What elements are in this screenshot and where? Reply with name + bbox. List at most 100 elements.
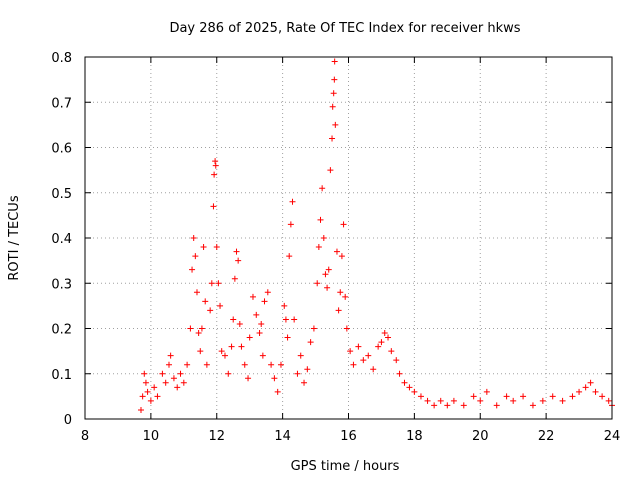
x-tick-label: 10 (143, 429, 160, 444)
chart-title: Day 286 of 2025, Rate Of TEC Index for r… (169, 21, 520, 36)
data-point (264, 289, 271, 296)
data-point (342, 293, 349, 300)
data-point (192, 253, 199, 260)
x-axis-label: GPS time / hours (291, 459, 400, 474)
data-point (144, 388, 151, 395)
data-point (162, 379, 169, 386)
data-point (460, 402, 467, 409)
data-point (225, 370, 232, 377)
data-point (576, 388, 583, 395)
data-point (228, 343, 235, 350)
data-point (477, 397, 484, 404)
data-point (212, 158, 219, 165)
data-point (281, 302, 288, 309)
x-tick-label: 20 (472, 429, 489, 444)
data-point (249, 293, 256, 300)
x-axis-ticks: 8 10 12 14 16 18 20 22 24 (81, 57, 620, 444)
data-point (510, 397, 517, 404)
data-point (287, 221, 294, 228)
x-tick-label: 18 (406, 429, 423, 444)
data-point (139, 393, 146, 400)
data-point (569, 393, 576, 400)
data-point (284, 334, 291, 341)
data-point (217, 302, 224, 309)
data-point (207, 307, 214, 314)
data-point (370, 366, 377, 373)
data-point (215, 280, 222, 287)
data-point (231, 275, 238, 282)
data-point (319, 185, 326, 192)
data-point (375, 343, 382, 350)
data-point (582, 384, 589, 391)
data-point (212, 162, 219, 169)
data-point (189, 266, 196, 273)
data-point (203, 361, 210, 368)
data-point (520, 393, 527, 400)
data-point (450, 397, 457, 404)
data-point (347, 348, 354, 355)
data-point (503, 393, 510, 400)
data-point (314, 280, 321, 287)
data-point (274, 388, 281, 395)
data-point (315, 244, 322, 251)
data-point (261, 298, 268, 305)
data-point (327, 167, 334, 174)
data-point (388, 348, 395, 355)
data-point (360, 357, 367, 364)
data-point (320, 235, 327, 241)
data-point (335, 307, 342, 314)
data-point (180, 379, 187, 386)
data-point (417, 393, 424, 400)
data-point (592, 388, 599, 395)
data-point (241, 361, 248, 368)
data-point (431, 402, 438, 409)
data-point (355, 343, 362, 350)
data-point (340, 221, 347, 228)
data-point (401, 379, 408, 386)
y-tick-label: 0.2 (51, 323, 72, 338)
data-point (437, 397, 444, 404)
y-axis-label: ROTI / TECUs (7, 195, 22, 280)
data-point (184, 361, 191, 368)
data-point (587, 379, 594, 386)
data-point (253, 311, 260, 318)
y-tick-label: 0.6 (51, 142, 72, 157)
x-tick-label: 12 (208, 429, 225, 444)
data-point (200, 244, 207, 251)
data-point (424, 397, 431, 404)
data-point (142, 379, 149, 386)
x-tick-label: 24 (604, 429, 621, 444)
data-point (470, 393, 477, 400)
data-point (210, 203, 217, 210)
data-point (159, 370, 166, 377)
data-point (539, 397, 546, 404)
x-tick-label: 22 (538, 429, 555, 444)
data-point (381, 330, 388, 337)
data-point (221, 352, 228, 359)
data-point (246, 334, 253, 341)
data-point (202, 298, 209, 305)
data-point (444, 402, 451, 409)
data-point (258, 320, 265, 327)
data-point (365, 352, 372, 359)
y-tick-label: 0 (64, 413, 72, 428)
grid-lines (85, 57, 612, 419)
y-tick-label: 0.8 (51, 51, 72, 66)
data-point (329, 135, 336, 142)
data-point (282, 316, 289, 323)
data-point (393, 357, 400, 364)
data-point (329, 103, 336, 110)
data-point (294, 370, 301, 377)
data-point (174, 384, 181, 391)
data-point (170, 375, 177, 382)
data-point (268, 361, 275, 368)
data-point (208, 280, 215, 287)
data-point (238, 343, 245, 350)
data-point (331, 58, 338, 65)
data-point (259, 352, 266, 359)
data-point (549, 393, 556, 400)
data-point (198, 325, 205, 332)
data-point (187, 325, 194, 332)
data-point (235, 257, 242, 264)
